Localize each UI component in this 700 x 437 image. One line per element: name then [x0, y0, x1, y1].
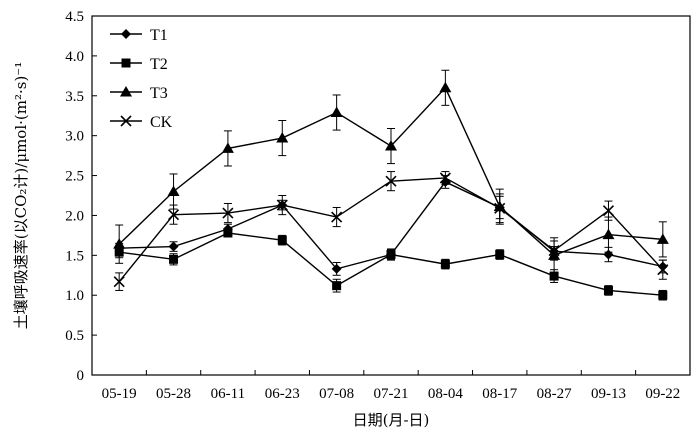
y-tick-label: 4.0 [65, 49, 84, 65]
data-point [169, 254, 179, 264]
y-tick-label: 2.0 [65, 208, 84, 224]
series-t2 [114, 228, 668, 301]
data-point [603, 285, 613, 295]
legend-item-t2: T2 [110, 56, 168, 73]
y-tick-label: 3.0 [65, 129, 84, 145]
data-point [276, 132, 289, 143]
series-line [119, 232, 663, 296]
y-tick-label: 4.5 [65, 9, 84, 25]
data-point [385, 140, 397, 151]
data-point [113, 238, 126, 249]
data-point [121, 29, 131, 39]
legend: T1 T2 T3 CK [110, 27, 173, 131]
legend-label: T3 [150, 85, 168, 102]
y-axis-title: 土壤呼吸速率(以CO₂计)/μmol·(m²·s)⁻¹ [12, 62, 30, 329]
data-point [385, 175, 397, 187]
data-point [167, 209, 180, 221]
legend-label: CK [150, 114, 173, 131]
legend-label: T1 [150, 27, 168, 44]
x-tick-label: 06-23 [265, 386, 300, 402]
axes: 日期(月-日) 土壤呼吸速率(以CO₂计)/μmol·(m²·s)⁻¹ 0 0.5… [12, 9, 691, 429]
data-point [223, 228, 233, 238]
y-tick-label: 0.5 [65, 328, 84, 344]
data-point [276, 199, 288, 211]
data-point [495, 250, 505, 260]
data-point [121, 58, 131, 68]
y-tick-label: 2.5 [65, 169, 84, 185]
data-point [332, 281, 342, 291]
data-point [331, 211, 343, 223]
data-point [113, 276, 125, 288]
data-point [168, 241, 179, 252]
x-tick-label: 07-21 [374, 386, 409, 402]
x-tick-label: 09-22 [645, 386, 680, 402]
x-tick-label: 05-19 [102, 386, 137, 402]
data-point [494, 202, 506, 214]
x-tick-label: 08-27 [537, 386, 572, 402]
x-tick-label: 05-28 [156, 386, 191, 402]
data-point [330, 106, 343, 118]
data-point [439, 81, 452, 93]
legend-item-t3: T3 [110, 85, 168, 102]
series-ck [113, 171, 669, 291]
legend-item-ck: CK [110, 114, 173, 131]
data-point [440, 259, 450, 269]
data-point [602, 205, 615, 217]
series-t3 [113, 69, 669, 274]
y-tick-label: 1.0 [65, 288, 84, 304]
data-point [548, 244, 560, 257]
data-point [439, 172, 451, 184]
series-line [118, 177, 664, 283]
data-point [277, 235, 287, 245]
data-point [386, 250, 396, 260]
data-point [331, 263, 342, 274]
plot-frame [91, 15, 691, 376]
x-tick-label: 07-08 [319, 386, 354, 402]
legend-label: T2 [150, 56, 168, 73]
plot-area [113, 69, 669, 301]
data-point [656, 233, 669, 244]
data-point [120, 86, 132, 97]
data-point [602, 228, 615, 240]
data-point [222, 207, 234, 219]
y-tick-label: 1.5 [65, 248, 84, 264]
x-tick-label: 08-04 [428, 386, 463, 402]
x-tick-label: 06-11 [211, 386, 245, 402]
data-point [549, 271, 559, 281]
data-point [120, 115, 132, 127]
x-axis-title: 日期(月-日) [353, 411, 430, 429]
x-tick-label: 09-13 [591, 386, 626, 402]
legend-item-t1: T1 [110, 27, 168, 44]
data-point [221, 142, 234, 153]
x-tick-label: 08-17 [482, 386, 517, 402]
y-tick-label: 3.5 [65, 89, 84, 105]
data-point [658, 290, 668, 300]
data-point [167, 185, 180, 197]
data-point [657, 264, 669, 276]
y-tick-label: 0 [77, 368, 85, 384]
